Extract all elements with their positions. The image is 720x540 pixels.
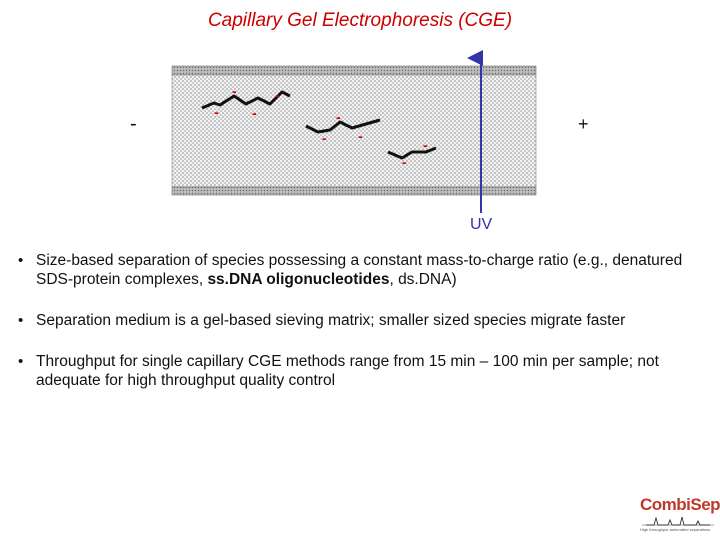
slide-title: Capillary Gel Electrophoresis (CGE) <box>207 10 513 31</box>
charge-symbol: - <box>322 130 327 146</box>
charge-symbol: - <box>232 83 237 99</box>
bullet-text: Separation medium is a gel-based sieving… <box>36 312 626 329</box>
bullet-dot: • <box>18 353 24 370</box>
capillary-bottom-wall <box>171 186 537 196</box>
positive-electrode-label: + <box>578 114 589 134</box>
bullet-item: • Throughput for single capillary CGE me… <box>16 352 706 390</box>
bullet-dot: • <box>18 312 24 329</box>
molecule-large: - - - - <box>201 83 291 121</box>
logo-peaks-icon <box>642 516 714 526</box>
logo-name: CombiSep <box>640 495 720 514</box>
logo-tagline: High throughput automated separations <box>640 527 711 532</box>
gel-matrix <box>171 74 537 188</box>
charge-symbol: - <box>402 154 407 170</box>
bullet-bold-text: ss.DNA oligonucleotides <box>207 271 390 288</box>
charge-symbol: - <box>423 137 428 153</box>
charge-symbol: - <box>252 105 257 121</box>
cge-capillary-diagram: - + - - - - - - - - - UV <box>130 50 589 233</box>
bullet-text: , ds.DNA) <box>389 271 457 288</box>
molecule-medium: - - - <box>305 109 381 146</box>
bullet-text: Size-based separation of species possess… <box>36 252 683 288</box>
bullet-item: • Separation medium is a gel-based sievi… <box>16 311 706 330</box>
charge-symbol: - <box>214 104 219 120</box>
combisep-logo: CombiSep High throughput automated separ… <box>640 495 720 537</box>
bullet-dot: • <box>18 252 24 269</box>
charge-symbol: - <box>358 128 363 144</box>
bullet-text: Throughput for single capillary CGE meth… <box>36 353 659 389</box>
negative-electrode-label: - <box>130 113 137 135</box>
molecule-small: - - <box>387 137 437 170</box>
bullet-item: • Size-based separation of species posse… <box>16 251 706 289</box>
charge-symbol: - <box>275 87 280 103</box>
uv-label: UV <box>470 216 493 233</box>
bullet-list: • Size-based separation of species posse… <box>16 251 706 412</box>
charge-symbol: - <box>336 109 341 125</box>
